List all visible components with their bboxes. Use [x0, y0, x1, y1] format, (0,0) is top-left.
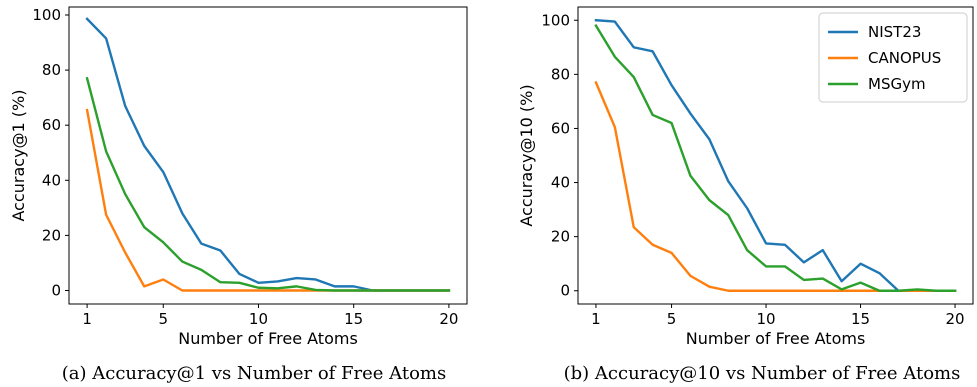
x-tick-label: 10: [249, 310, 268, 328]
y-tick-label: 60: [42, 116, 61, 134]
series-line-nist23: [85, 17, 451, 292]
series-line-nist23: [594, 18, 957, 292]
y-axis-label: Accuracy@1 (%): [9, 90, 28, 222]
legend-label-msgym: MSGym: [868, 75, 926, 93]
series-line-msgym: [85, 76, 451, 292]
x-tick-label: 10: [757, 310, 776, 328]
x-tick-label: 1: [591, 310, 601, 328]
x-tick-label: 20: [439, 310, 458, 328]
x-tick-label: 1: [82, 310, 92, 328]
chart-caption: (a) Accuracy@1 vs Number of Free Atoms: [62, 363, 446, 384]
x-tick-label: 5: [158, 310, 168, 328]
legend-box: [818, 12, 968, 103]
y-tick-label: 40: [551, 174, 570, 192]
y-tick-label: 0: [51, 282, 61, 300]
x-tick-label: 15: [344, 310, 363, 328]
x-tick-label: 5: [667, 310, 677, 328]
x-axis-label: Number of Free Atoms: [686, 329, 866, 348]
series-line-msgym: [594, 24, 957, 292]
y-tick-label: 20: [551, 228, 570, 246]
plot-frame: [577, 6, 974, 305]
legend: NIST23 CANOPUS MSGym: [818, 12, 968, 103]
series-line-canopus: [594, 80, 957, 292]
x-tick-label: 20: [945, 310, 964, 328]
y-tick-label: 60: [551, 119, 570, 137]
y-tick-label: 80: [551, 65, 570, 83]
x-tick-label: 15: [851, 310, 870, 328]
y-axis-label: Accuracy@10 (%): [517, 84, 536, 226]
legend-label-nist23: NIST23: [868, 23, 921, 41]
y-tick-label: 0: [560, 282, 570, 300]
chart-caption: (b) Accuracy@10 vs Number of Free Atoms: [564, 363, 961, 384]
y-tick-label: 20: [42, 226, 61, 244]
y-tick-label: 40: [42, 171, 61, 189]
y-tick-label: 100: [32, 6, 61, 24]
y-tick-label: 100: [541, 11, 570, 29]
x-axis-label: Number of Free Atoms: [178, 329, 358, 348]
legend-label-canopus: CANOPUS: [868, 49, 941, 67]
y-tick-label: 80: [42, 61, 61, 79]
plot-frame: [68, 6, 468, 305]
